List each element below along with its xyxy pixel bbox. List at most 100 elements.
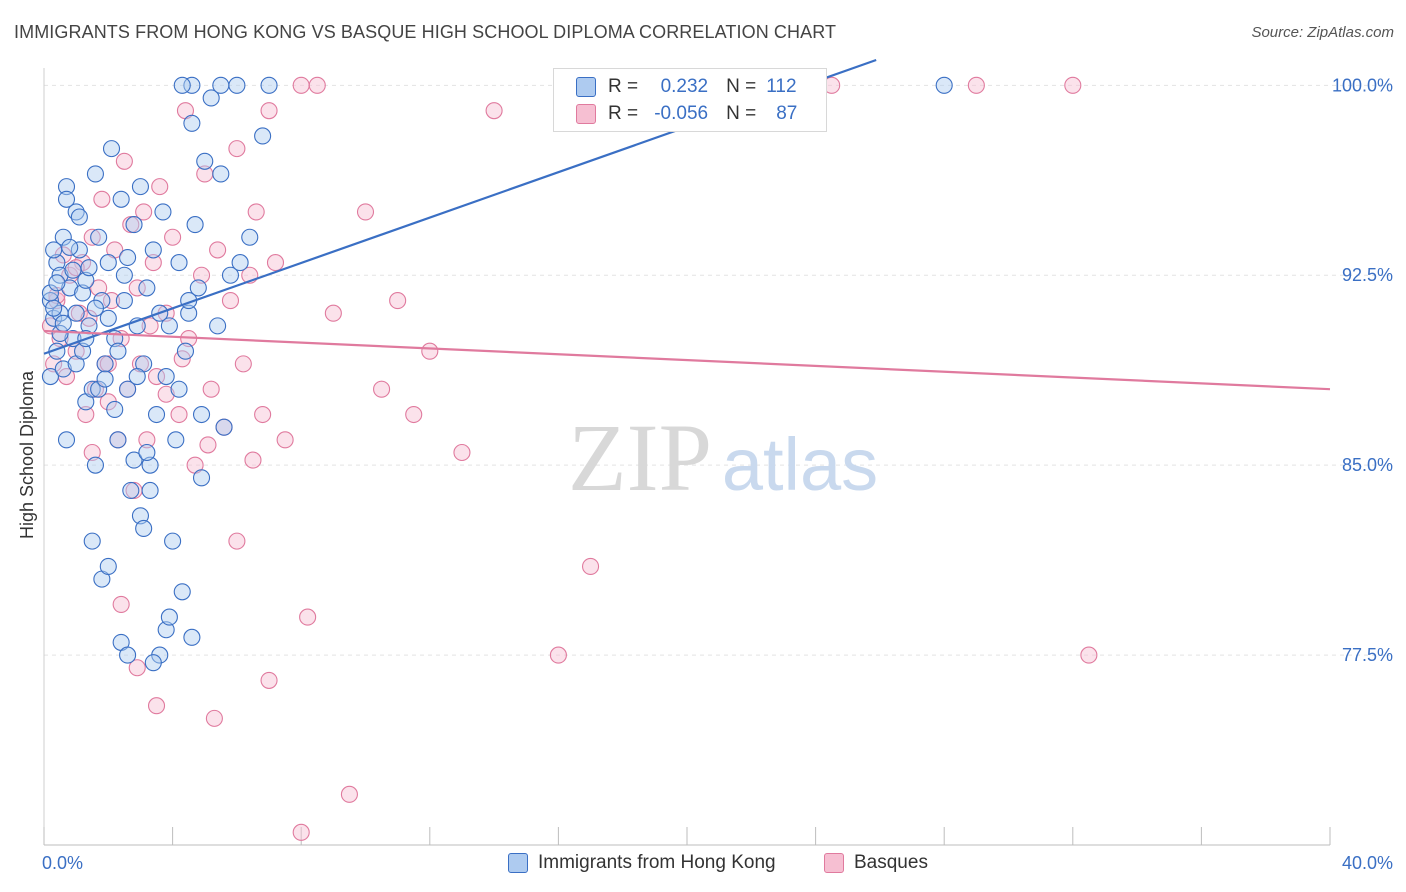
y-tick-label: 100.0% xyxy=(1332,75,1393,95)
data-point xyxy=(308,76,326,94)
data-point xyxy=(109,342,127,360)
data-point xyxy=(61,279,79,297)
source-label: Source: ZipAtlas.com xyxy=(1251,24,1394,41)
data-point xyxy=(138,431,156,449)
data-point xyxy=(90,380,108,398)
data-point xyxy=(125,451,143,469)
y-tick-label: 77.5% xyxy=(1342,645,1393,665)
data-point xyxy=(1064,76,1082,94)
data-point xyxy=(48,254,66,272)
data-point xyxy=(356,203,375,221)
data-point xyxy=(173,583,191,601)
data-point xyxy=(292,823,310,841)
data-point xyxy=(340,785,358,803)
data-point xyxy=(57,190,76,208)
data-point xyxy=(119,380,137,398)
data-point xyxy=(128,659,146,677)
data-point xyxy=(57,178,76,196)
data-point xyxy=(183,76,201,94)
data-point xyxy=(292,76,310,94)
data-point xyxy=(144,241,162,259)
data-point xyxy=(112,595,130,613)
data-point xyxy=(83,443,101,462)
data-point xyxy=(61,238,79,256)
data-point xyxy=(41,284,59,302)
data-point xyxy=(51,324,69,343)
data-point xyxy=(99,557,117,576)
data-point xyxy=(215,418,233,436)
data-point xyxy=(67,203,85,221)
bottom-legend-basques[interactable]: Basques xyxy=(824,852,928,874)
legend-r-value: 0.232 xyxy=(660,76,709,97)
data-point xyxy=(90,228,108,246)
data-point xyxy=(192,266,211,284)
data-point xyxy=(135,203,153,221)
data-point xyxy=(48,274,66,292)
data-point xyxy=(128,367,146,386)
data-point xyxy=(147,697,166,715)
data-point xyxy=(99,254,117,272)
data-point xyxy=(254,405,272,424)
data-point xyxy=(260,671,278,689)
bottom-legend-swatch-pink xyxy=(824,853,844,873)
data-point xyxy=(67,304,85,322)
bottom-legend-label: Basques xyxy=(854,852,928,873)
x-tick-label: 0.0% xyxy=(42,853,83,873)
legend-row-basques: R = -0.056 N = 87 xyxy=(554,101,797,127)
data-point xyxy=(405,405,423,424)
data-point xyxy=(112,190,130,208)
data-point xyxy=(241,228,259,246)
data-point xyxy=(228,76,246,94)
data-point xyxy=(228,532,246,550)
data-point xyxy=(122,481,140,500)
y-tick-labels: 77.5% 85.0% 92.5% 100.0% xyxy=(1332,75,1393,665)
data-point xyxy=(209,241,227,259)
data-point xyxy=(45,241,63,259)
legend-r-label: R = xyxy=(608,76,639,97)
legend-swatch-pink xyxy=(576,104,596,124)
data-point xyxy=(77,405,95,424)
data-point xyxy=(57,431,76,449)
data-point xyxy=(935,76,953,94)
data-point xyxy=(102,292,121,310)
data-point xyxy=(234,355,252,373)
data-point xyxy=(581,557,600,576)
bottom-legend-hong-kong[interactable]: Immigrants from Hong Kong xyxy=(508,852,776,874)
series-basques-points xyxy=(41,76,1098,841)
y-tick-label: 85.0% xyxy=(1342,455,1393,475)
data-point xyxy=(260,102,278,120)
legend-n-value: 112 xyxy=(766,76,797,97)
data-point xyxy=(119,248,137,267)
watermark-atlas: atlas xyxy=(722,423,878,506)
data-point xyxy=(228,140,246,158)
data-point xyxy=(80,259,98,277)
data-point xyxy=(54,360,72,378)
data-point xyxy=(67,259,85,277)
data-point xyxy=(299,608,317,626)
data-point xyxy=(164,532,182,550)
series-hong-kong-points xyxy=(41,76,953,672)
legend-r-value: -0.056 xyxy=(654,103,709,124)
data-point xyxy=(141,481,159,500)
data-point xyxy=(131,178,149,196)
data-point xyxy=(186,216,204,234)
data-point xyxy=(373,380,391,398)
data-point xyxy=(549,646,567,664)
data-point xyxy=(202,89,220,107)
data-point xyxy=(173,76,191,94)
data-point xyxy=(70,208,88,226)
data-point xyxy=(202,380,220,398)
data-point xyxy=(205,709,223,727)
data-point xyxy=(93,190,111,208)
data-point xyxy=(86,165,104,183)
data-point xyxy=(96,370,114,388)
data-point xyxy=(70,241,88,259)
data-point xyxy=(151,178,169,196)
data-point xyxy=(90,279,108,297)
data-point xyxy=(115,266,133,284)
data-point xyxy=(74,342,92,360)
data-point xyxy=(196,152,214,170)
data-point xyxy=(485,102,503,120)
data-point xyxy=(164,228,182,246)
y-tick-label: 92.5% xyxy=(1342,265,1393,285)
